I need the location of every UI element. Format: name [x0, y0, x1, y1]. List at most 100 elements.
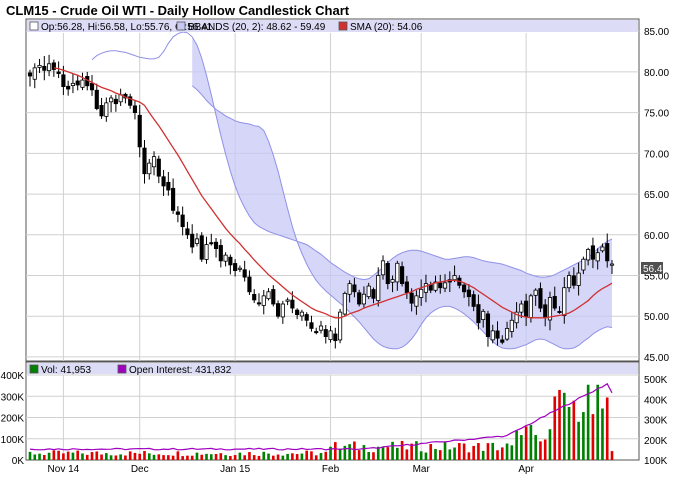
candle: [323, 324, 328, 344]
volume-bar: [291, 453, 294, 460]
legend-entry: Vol: 41,953: [41, 365, 91, 376]
volume-tick-label: 0K: [12, 456, 25, 467]
candle: [56, 61, 61, 79]
candle: [156, 155, 161, 184]
candle: [161, 169, 166, 196]
volume-bar: [157, 454, 161, 460]
candle: [524, 293, 529, 327]
volume-bar: [219, 453, 223, 460]
open-interest-line: [29, 382, 613, 451]
candle: [352, 277, 357, 298]
candle: [94, 83, 99, 111]
volume-bar: [505, 443, 509, 460]
volume-bar: [558, 389, 561, 460]
volume-bar: [300, 453, 304, 460]
candle: [442, 274, 448, 293]
volume-bar: [410, 443, 413, 460]
volume-bar: [515, 430, 518, 460]
sma-line: [53, 67, 613, 319]
volume-bar: [71, 452, 75, 460]
volume-bar: [453, 447, 456, 460]
candle: [295, 308, 300, 320]
volume-bar: [348, 444, 351, 460]
volume-bar: [496, 450, 499, 460]
volume-bar: [33, 454, 37, 460]
oi-tick-label: 200K: [644, 436, 668, 447]
candle: [586, 247, 591, 266]
candle: [495, 321, 500, 346]
candle: [600, 243, 605, 253]
volume-bar: [28, 451, 32, 460]
volume-bar: [90, 452, 94, 460]
volume-bar: [81, 453, 84, 460]
candle: [380, 255, 386, 280]
volume-bar: [477, 443, 480, 460]
price-tick-label: 55.00: [644, 272, 669, 283]
candle: [256, 293, 262, 307]
candle: [285, 297, 290, 306]
candle: [342, 291, 347, 317]
candle: [400, 261, 405, 287]
legend-entry: Open Interest: 431,832: [129, 365, 232, 376]
candle: [519, 300, 524, 318]
volume-bar: [376, 446, 380, 460]
candle: [175, 206, 180, 223]
volume-bar: [47, 452, 51, 460]
volume-bar: [314, 455, 318, 460]
volume-bar: [367, 452, 371, 460]
volume-bar: [458, 443, 461, 460]
candle: [166, 171, 171, 196]
volume-bar: [415, 441, 418, 460]
oi-tick-label: 300K: [644, 416, 668, 427]
candle: [37, 58, 42, 74]
price-tick-label: 65.00: [644, 190, 669, 201]
candle: [242, 260, 247, 282]
volume-bar: [438, 450, 442, 460]
volume-tick-label: 300K: [1, 392, 25, 403]
candle: [366, 282, 371, 300]
volume-bar: [138, 453, 142, 460]
volume-bar: [462, 443, 466, 460]
volume-bar: [229, 456, 232, 460]
volume-bar: [548, 429, 552, 460]
volume-bar: [42, 454, 46, 460]
volume-bar: [57, 450, 60, 460]
volume-bar: [534, 435, 537, 460]
candle: [571, 267, 576, 289]
volume-bar: [128, 451, 132, 460]
volume-bar: [52, 450, 56, 460]
candle: [113, 94, 118, 112]
price-gridlines: [26, 30, 639, 361]
oi-tick-label: 100K: [644, 456, 668, 467]
legend-swatch: [176, 21, 186, 31]
volume-bar: [610, 451, 614, 460]
sma-path: [53, 67, 613, 319]
candle: [500, 335, 505, 345]
candle: [533, 288, 538, 306]
volume-bar: [386, 447, 390, 460]
oi-tick-label: 500K: [644, 375, 668, 386]
volume-bar: [472, 445, 475, 460]
volume-bar: [424, 452, 428, 460]
legend-swatch: [29, 364, 39, 374]
volume-bar: [200, 454, 204, 460]
candle: [128, 93, 133, 109]
candle: [390, 275, 395, 293]
volume-bar: [209, 454, 213, 460]
price-tick-label: 85.00: [644, 27, 669, 38]
volume-bar: [233, 455, 237, 460]
volume-bar: [167, 455, 170, 460]
candle: [481, 308, 486, 328]
volume-bar: [281, 455, 285, 460]
volume-bar: [543, 439, 547, 460]
candle: [252, 289, 257, 304]
legend-swatch: [338, 21, 348, 31]
volume-bar: [195, 452, 199, 460]
volume-bar: [114, 455, 118, 460]
volume-bar: [295, 454, 299, 460]
candle: [66, 80, 71, 96]
candle: [562, 277, 567, 324]
candle: [557, 306, 562, 314]
volume-bar: [176, 451, 180, 460]
price-tick-label: 70.00: [644, 149, 669, 160]
